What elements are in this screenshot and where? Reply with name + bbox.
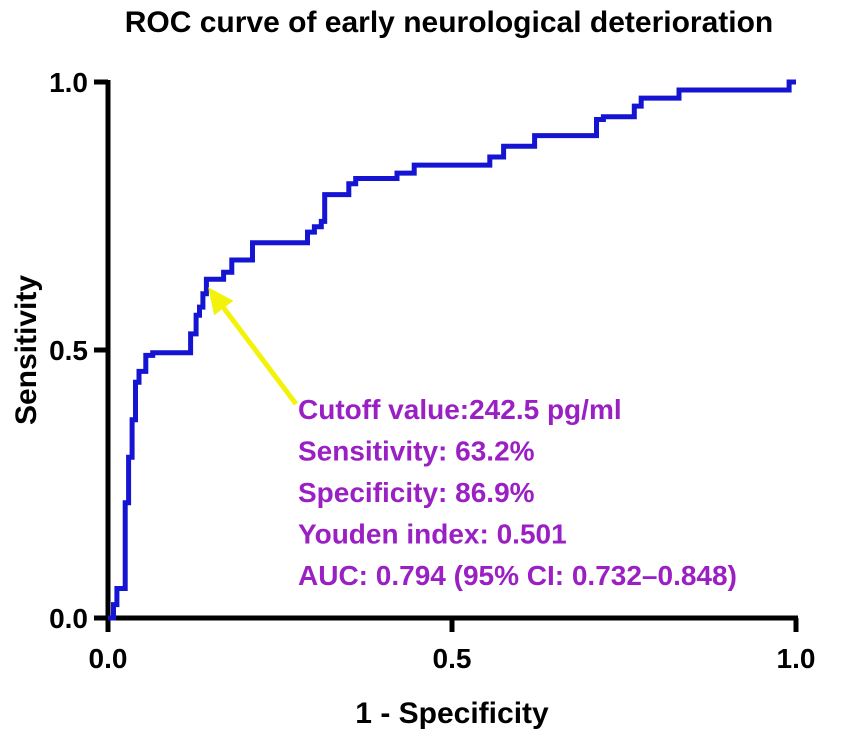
x-tick-label: 1.0 [777, 643, 816, 674]
arrow-shaft [221, 306, 298, 406]
y-axis-label: Sensitivity [10, 275, 43, 425]
annotation-line: Specificity: 86.9% [298, 477, 535, 508]
y-tick-label: 0.5 [49, 335, 88, 366]
annotation-line: Sensitivity: 63.2% [298, 436, 535, 467]
chart-title: ROC curve of early neurological deterior… [125, 6, 774, 39]
annotation-line: Cutoff value:242.5 pg/ml [298, 394, 622, 425]
ticks: 0.0 0.5 1.0 0.0 0.5 1.0 [49, 67, 815, 674]
x-tick-label: 0.0 [89, 643, 128, 674]
annotation-block: Cutoff value:242.5 pg/ml Sensitivity: 63.… [298, 394, 737, 591]
x-tick-label: 0.5 [433, 643, 472, 674]
annotation-line: AUC: 0.794 (95% CI: 0.732–0.848) [298, 560, 737, 591]
y-tick-label: 1.0 [49, 67, 88, 98]
annotation-line: Youden index: 0.501 [298, 519, 567, 550]
roc-curve-line [108, 79, 796, 621]
y-tick-label: 0.0 [49, 603, 88, 634]
x-axis-label: 1 - Specificity [355, 697, 549, 730]
cutoff-arrow [208, 287, 298, 406]
arrow-head [208, 287, 234, 316]
